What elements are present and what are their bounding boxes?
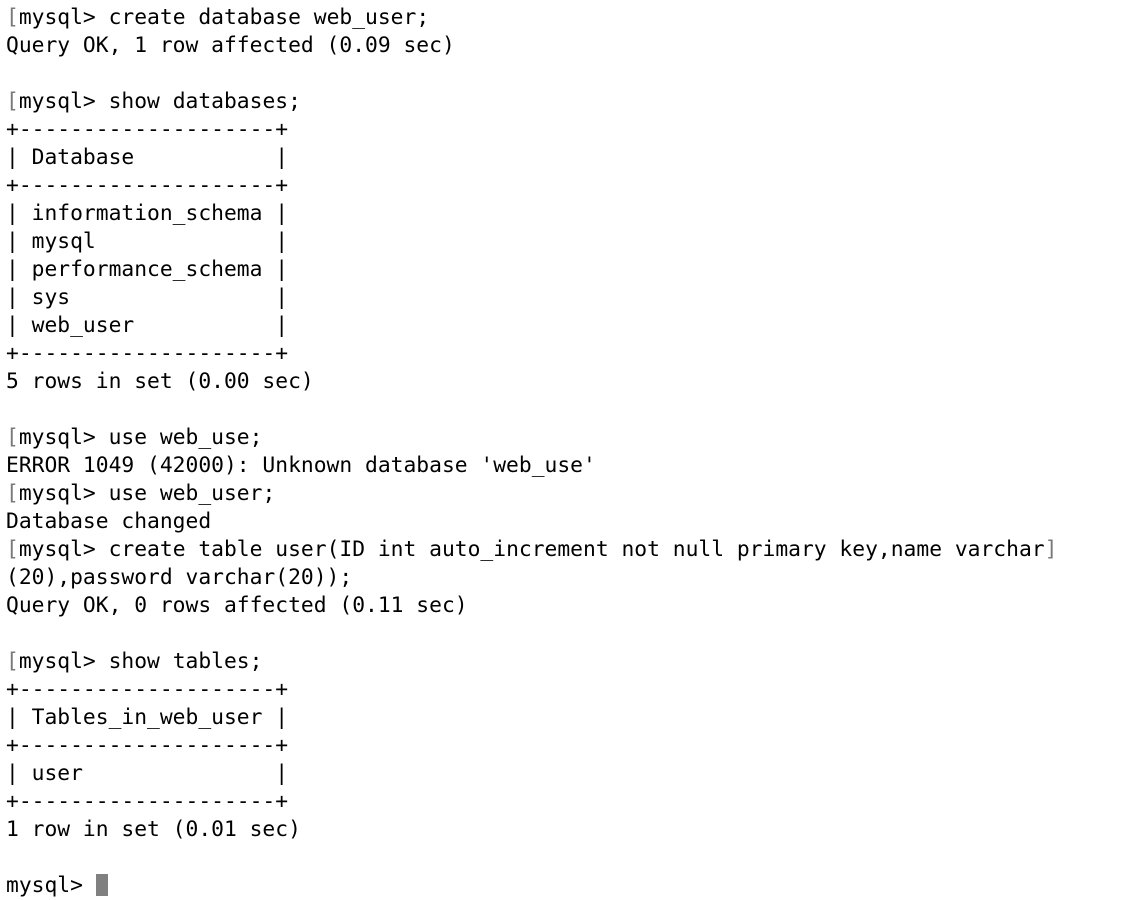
result-line: ERROR 1049 (42000): Unknown database 'we… — [6, 453, 596, 478]
table-row: | web_user | — [6, 313, 288, 338]
prompt: mysql> — [19, 5, 96, 30]
table-row: | sys | — [6, 285, 288, 310]
prompt: mysql> — [19, 537, 96, 562]
table-border: +--------------------+ — [6, 173, 288, 198]
bracket-open: [ — [6, 425, 19, 450]
bracket-open: [ — [6, 481, 19, 506]
bracket-open: [ — [6, 89, 19, 114]
result-line: 5 rows in set (0.00 sec) — [6, 369, 314, 394]
prompt: mysql> — [19, 425, 96, 450]
table-row: | mysql | — [6, 229, 288, 254]
bracket-open: [ — [6, 537, 19, 562]
terminal-output: [mysql> create database web_user; Query … — [0, 0, 1144, 900]
table-row: | user | — [6, 761, 288, 786]
prompt: mysql> — [19, 649, 96, 674]
cmd-line-cont: (20),password varchar(20)); — [6, 565, 352, 590]
table-header: | Tables_in_web_user | — [6, 705, 288, 730]
prompt: mysql> — [19, 89, 96, 114]
bracket-open: [ — [6, 5, 19, 30]
result-line: Query OK, 1 row affected (0.09 sec) — [6, 33, 455, 58]
table-border: +--------------------+ — [6, 117, 288, 142]
cursor-icon — [96, 874, 108, 896]
bracket-close: ] — [1045, 537, 1058, 562]
table-border: +--------------------+ — [6, 677, 288, 702]
prompt: mysql> — [19, 481, 96, 506]
cmd-line: use web_use; — [109, 425, 263, 450]
table-row: | performance_schema | — [6, 257, 288, 282]
cmd-line: use web_user; — [109, 481, 276, 506]
table-row: | information_schema | — [6, 201, 288, 226]
table-header: | Database | — [6, 145, 288, 170]
cmd-line: create table user(ID int auto_increment … — [109, 537, 1045, 562]
cmd-line: create database web_user; — [109, 5, 430, 30]
result-line: Query OK, 0 rows affected (0.11 sec) — [6, 593, 468, 618]
table-border: +--------------------+ — [6, 733, 288, 758]
cmd-line: show databases; — [109, 89, 301, 114]
bracket-open: [ — [6, 649, 19, 674]
result-line: 1 row in set (0.01 sec) — [6, 817, 301, 842]
result-line: Database changed — [6, 509, 211, 534]
table-border: +--------------------+ — [6, 789, 288, 814]
table-border: +--------------------+ — [6, 341, 288, 366]
prompt[interactable]: mysql> — [6, 873, 96, 898]
cmd-line: show tables; — [109, 649, 263, 674]
